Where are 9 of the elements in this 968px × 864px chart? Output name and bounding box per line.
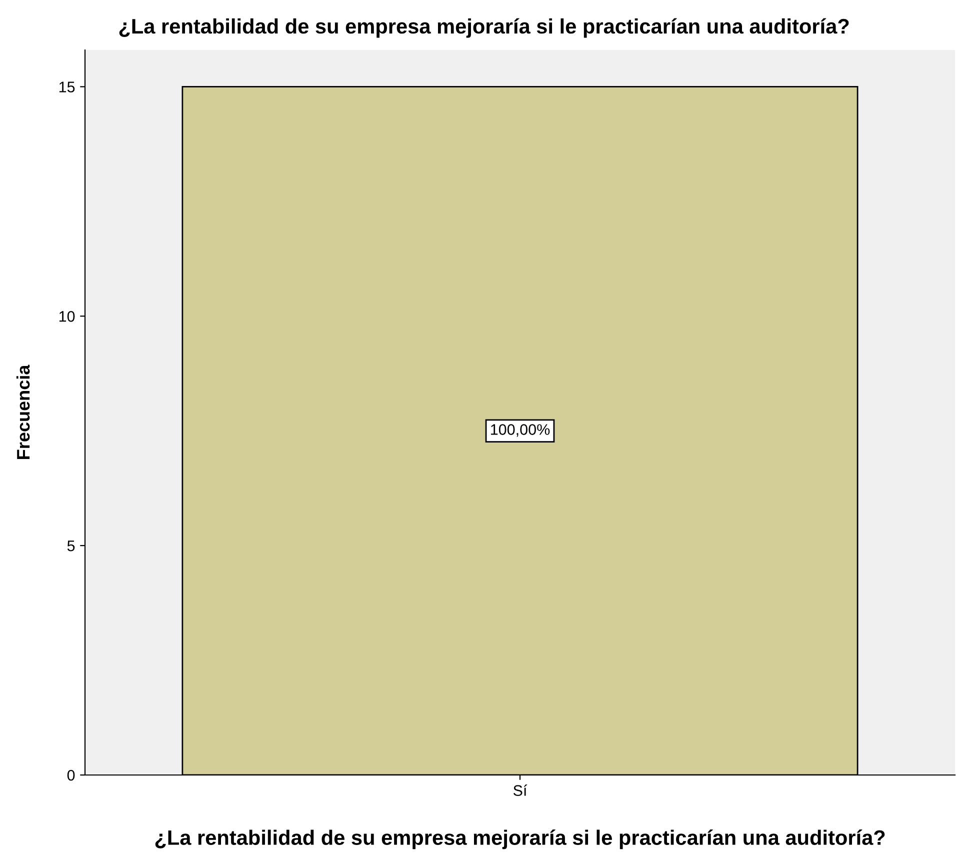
y-tick-label: 15 bbox=[59, 82, 75, 92]
y-tick-label: 0 bbox=[67, 770, 75, 781]
x-tick-label: Sí bbox=[513, 784, 528, 796]
y-tick-label: 5 bbox=[67, 540, 75, 552]
x-axis-title: ¿La rentabilidad de su empresa mejoraría si le practicarían una auditoría? bbox=[155, 830, 885, 850]
y-tick-label: 10 bbox=[59, 311, 75, 322]
annotation: 100,00% bbox=[491, 424, 550, 437]
y-axis-title: Frecuencia bbox=[16, 364, 30, 459]
chart-title: ¿La rentabilidad de su empresa mejoraría si le practicarían una auditoría? bbox=[119, 18, 849, 38]
